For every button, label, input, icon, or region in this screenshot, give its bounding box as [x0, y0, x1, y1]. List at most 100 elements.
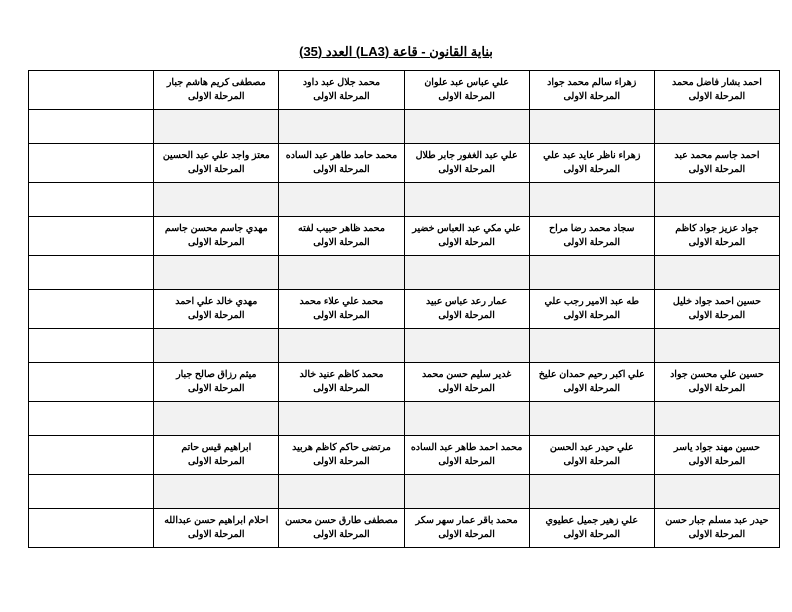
stage-label: المرحلة الاولى — [438, 164, 495, 175]
stage-label: المرحلة الاولى — [313, 383, 370, 394]
signature-cell — [403, 182, 530, 217]
signature-cell — [403, 401, 530, 436]
stage-label: المرحلة الاولى — [438, 237, 495, 248]
blank-row — [27, 401, 781, 436]
student-cell: مصطفى كريم هاشم جبار المرحلة الاولى — [153, 70, 280, 110]
student-name: عمار رعد عباس عبيد — [426, 296, 508, 307]
student-cell: زهراء ناظر عايد عبد علي المرحلة الاولى — [528, 143, 655, 183]
student-name: محمد حامد طاهر عبد الساده — [285, 150, 398, 161]
blank-row — [27, 109, 781, 144]
stage-label: المرحلة الاولى — [313, 237, 370, 248]
stage-label: المرحلة الاولى — [188, 529, 245, 540]
student-name: حسين احمد جواد خليل — [672, 296, 761, 307]
student-cell: محمد جلال عبد داود المرحلة الاولى — [278, 70, 405, 110]
student-name: مهدي خالد علي احمد — [175, 296, 258, 307]
stage-label: المرحلة الاولى — [688, 91, 746, 102]
stage-label: المرحلة الاولى — [688, 383, 746, 394]
stage-label: المرحلة الاولى — [438, 383, 495, 394]
student-name: احمد جاسم محمد عبد — [674, 150, 760, 161]
student-cell: مهدي جاسم محسن جاسم المرحلة الاولى — [153, 216, 280, 256]
signature-cell — [653, 328, 781, 363]
student-cell: ابراهيم قيس حاتم المرحلة الاولى — [153, 435, 280, 475]
stage-label: المرحلة الاولى — [563, 91, 620, 102]
student-cell: حسين مهند جواد ياسر المرحلة الاولى — [653, 435, 781, 475]
student-cell: محمد كاظم عنيد خالد المرحلة الاولى — [278, 362, 405, 402]
stage-label: المرحلة الاولى — [438, 529, 495, 540]
signature-cell — [153, 109, 280, 144]
student-name: علي زهير جميل عطيوي — [545, 515, 638, 526]
student-cell: طه عبد الامير رجب علي المرحلة الاولى — [528, 289, 655, 329]
student-name: زهراء ناظر عايد عبد علي — [543, 150, 641, 161]
student-cell: علي مكي عبد العباس خضير المرحلة الاولى — [403, 216, 530, 256]
signature-cell — [528, 109, 655, 144]
student-name: مرتضى حاكم كاظم هربيد — [292, 442, 391, 453]
student-name: معتز واجد علي عبد الحسين — [162, 150, 270, 161]
signature-cell — [278, 401, 405, 436]
signature-cell — [653, 401, 781, 436]
student-name: طه عبد الامير رجب علي — [544, 296, 640, 307]
blank-row — [27, 328, 781, 363]
student-cell: عمار رعد عباس عبيد المرحلة الاولى — [403, 289, 530, 329]
student-cell: حسين احمد جواد خليل المرحلة الاولى — [653, 289, 781, 329]
stage-label: المرحلة الاولى — [438, 91, 495, 102]
student-name: مصطفى طارق حسن محسن — [285, 515, 398, 526]
page-title: بناية القانون - قاعة (LA3) العدد (35) — [299, 44, 493, 59]
blank-row — [27, 182, 781, 217]
student-cell: محمد حامد طاهر عبد الساده المرحلة الاولى — [278, 143, 405, 183]
student-name: احمد بشار فاضل محمد — [671, 77, 762, 88]
empty-cell — [27, 143, 155, 183]
empty-cell — [27, 182, 155, 217]
signature-cell — [528, 255, 655, 290]
signature-cell — [153, 474, 280, 509]
empty-cell — [27, 401, 155, 436]
student-cell: غدير سليم حسن محمد المرحلة الاولى — [403, 362, 530, 402]
signature-cell — [153, 401, 280, 436]
name-row: حسين علي محسن جواد المرحلة الاولى علي اكبر… — [27, 362, 781, 402]
stage-label: المرحلة الاولى — [188, 383, 245, 394]
seating-table: احمد بشار فاضل محمد المرحلة الاولى زهراء س… — [27, 70, 781, 548]
student-name: محمد باقر عمار سهر سكر — [415, 515, 518, 526]
student-name: محمد جلال عبد داود — [302, 77, 381, 88]
student-name: حسين مهند جواد ياسر — [673, 442, 760, 453]
empty-cell — [27, 474, 155, 509]
stage-label: المرحلة الاولى — [313, 529, 370, 540]
student-cell: سجاد محمد رضا مراح المرحلة الاولى — [528, 216, 655, 256]
empty-cell — [27, 362, 155, 402]
stage-label: المرحلة الاولى — [188, 91, 245, 102]
student-name: محمد احمد طاهر عبد الساده — [410, 442, 523, 453]
student-cell: علي عباس عبد علوان المرحلة الاولى — [403, 70, 530, 110]
student-name: محمد كاظم عنيد خالد — [299, 369, 384, 380]
stage-label: المرحلة الاولى — [563, 383, 620, 394]
student-cell: مصطفى طارق حسن محسن المرحلة الاولى — [278, 508, 405, 548]
student-name: ميثم رزاق صالح جبار — [176, 369, 257, 380]
student-cell: احمد بشار فاضل محمد المرحلة الاولى — [653, 70, 781, 110]
signature-cell — [278, 328, 405, 363]
signature-cell — [528, 474, 655, 509]
student-cell: احلام ابراهيم حسن عبدالله المرحلة الاولى — [153, 508, 280, 548]
stage-label: المرحلة الاولى — [563, 456, 620, 467]
student-name: محمد ظاهر حبيب لفته — [297, 223, 385, 234]
signature-cell — [403, 474, 530, 509]
stage-label: المرحلة الاولى — [313, 164, 370, 175]
student-name: ابراهيم قيس حاتم — [181, 442, 252, 453]
student-cell: مهدي خالد علي احمد المرحلة الاولى — [153, 289, 280, 329]
signature-cell — [403, 328, 530, 363]
student-cell: معتز واجد علي عبد الحسين المرحلة الاولى — [153, 143, 280, 183]
student-cell: علي زهير جميل عطيوي المرحلة الاولى — [528, 508, 655, 548]
signature-cell — [278, 255, 405, 290]
empty-cell — [27, 70, 155, 110]
signature-cell — [653, 474, 781, 509]
empty-cell — [27, 255, 155, 290]
student-cell: مرتضى حاكم كاظم هربيد المرحلة الاولى — [278, 435, 405, 475]
stage-label: المرحلة الاولى — [188, 456, 245, 467]
empty-cell — [27, 328, 155, 363]
stage-label: المرحلة الاولى — [688, 456, 746, 467]
student-name: احلام ابراهيم حسن عبدالله — [164, 515, 269, 526]
empty-cell — [27, 508, 155, 548]
student-name: علي مكي عبد العباس خضير — [412, 223, 521, 234]
signature-cell — [528, 182, 655, 217]
student-cell: ميثم رزاق صالح جبار المرحلة الاولى — [153, 362, 280, 402]
name-row: جواد عزيز جواد كاظم المرحلة الاولى سجاد مح… — [27, 216, 781, 256]
stage-label: المرحلة الاولى — [688, 237, 746, 248]
student-cell: حيدر عبد مسلم جبار حسن المرحلة الاولى — [653, 508, 781, 548]
